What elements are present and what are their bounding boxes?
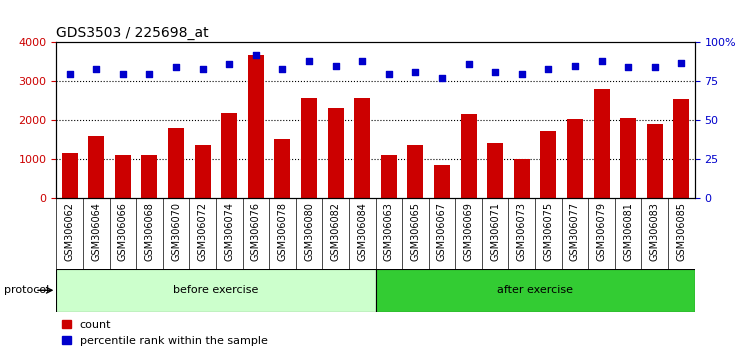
Bar — [514, 159, 529, 198]
Text: GSM306069: GSM306069 — [463, 202, 474, 261]
Point — [542, 66, 554, 72]
Bar — [647, 124, 663, 198]
Bar — [460, 114, 477, 198]
Bar — [62, 154, 77, 198]
Point — [489, 69, 501, 75]
Point — [143, 71, 155, 76]
Text: GSM306084: GSM306084 — [357, 202, 367, 261]
Point — [409, 69, 421, 75]
Bar — [89, 136, 104, 198]
Point — [596, 58, 608, 64]
Text: GSM306064: GSM306064 — [91, 202, 101, 261]
Text: GDS3503 / 225698_at: GDS3503 / 225698_at — [56, 26, 209, 40]
Bar — [674, 98, 689, 198]
Text: GSM306077: GSM306077 — [570, 202, 580, 261]
Text: GSM306085: GSM306085 — [677, 202, 686, 261]
Point — [516, 71, 528, 76]
FancyBboxPatch shape — [56, 269, 376, 312]
Bar — [593, 89, 610, 198]
Bar — [274, 139, 291, 198]
Point — [330, 63, 342, 69]
Bar — [487, 143, 503, 198]
Point — [170, 64, 182, 70]
Text: GSM306083: GSM306083 — [650, 202, 660, 261]
Bar — [301, 98, 317, 198]
Bar — [541, 131, 556, 198]
Point — [622, 64, 634, 70]
FancyBboxPatch shape — [376, 269, 695, 312]
Text: GSM306067: GSM306067 — [437, 202, 447, 261]
Text: GSM306078: GSM306078 — [277, 202, 288, 261]
Text: GSM306074: GSM306074 — [225, 202, 234, 261]
Text: GSM306075: GSM306075 — [544, 202, 553, 261]
Point — [649, 64, 661, 70]
Text: protocol: protocol — [4, 285, 49, 295]
Legend: count, percentile rank within the sample: count, percentile rank within the sample — [62, 320, 267, 346]
Text: GSM306063: GSM306063 — [384, 202, 394, 261]
Bar — [620, 118, 636, 198]
Bar — [141, 155, 158, 198]
Text: GSM306072: GSM306072 — [198, 202, 207, 261]
Bar — [434, 165, 450, 198]
Bar — [222, 113, 237, 198]
Point — [303, 58, 315, 64]
Bar — [327, 108, 344, 198]
Text: GSM306070: GSM306070 — [171, 202, 181, 261]
Text: before exercise: before exercise — [173, 285, 258, 295]
Text: GSM306066: GSM306066 — [118, 202, 128, 261]
Point — [436, 75, 448, 81]
Text: after exercise: after exercise — [497, 285, 573, 295]
Bar — [195, 144, 210, 198]
Point — [569, 63, 581, 69]
Point — [383, 71, 395, 76]
Bar — [354, 98, 370, 198]
Point — [276, 66, 288, 72]
Text: GSM306081: GSM306081 — [623, 202, 633, 261]
Bar — [168, 128, 184, 198]
Bar — [408, 145, 424, 198]
Point — [223, 62, 235, 67]
Text: GSM306062: GSM306062 — [65, 202, 74, 261]
Text: GSM306080: GSM306080 — [304, 202, 314, 261]
Text: GSM306082: GSM306082 — [330, 202, 341, 261]
Point — [64, 71, 76, 76]
Bar — [248, 55, 264, 198]
Text: GSM306065: GSM306065 — [410, 202, 421, 261]
Point — [675, 60, 687, 65]
Text: GSM306073: GSM306073 — [517, 202, 526, 261]
Bar — [115, 155, 131, 198]
Point — [250, 52, 262, 58]
Point — [356, 58, 368, 64]
Bar — [381, 155, 397, 198]
Point — [197, 66, 209, 72]
Bar — [567, 119, 583, 198]
Point — [117, 71, 129, 76]
Point — [463, 62, 475, 67]
Text: GSM306079: GSM306079 — [596, 202, 607, 261]
Text: GSM306076: GSM306076 — [251, 202, 261, 261]
Point — [90, 66, 102, 72]
Text: GSM306071: GSM306071 — [490, 202, 500, 261]
Text: GSM306068: GSM306068 — [144, 202, 155, 261]
